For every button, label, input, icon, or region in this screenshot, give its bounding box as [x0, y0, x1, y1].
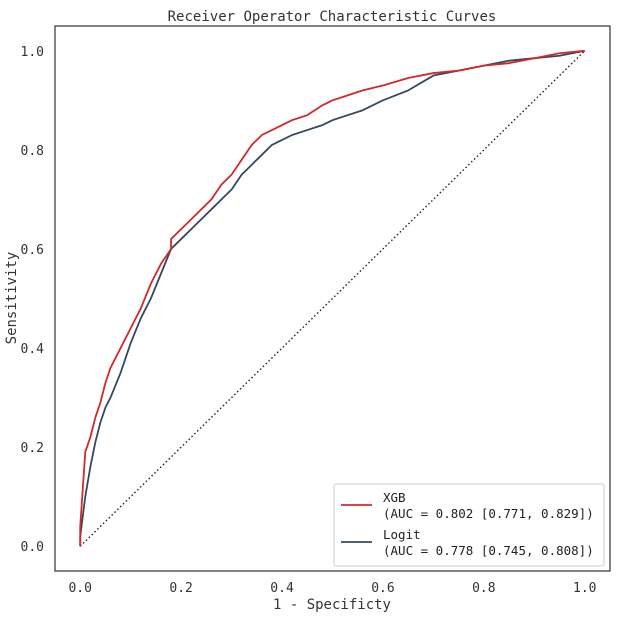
legend: XGB (AUC = 0.802 [0.771, 0.829]) Logit (… — [333, 483, 605, 567]
x-axis-label: 1 - Specificty — [273, 597, 391, 613]
y-tick-label: 0.0 — [21, 540, 44, 555]
y-tick-label: 0.6 — [21, 243, 44, 258]
x-tick-label: 1.0 — [573, 581, 596, 596]
plot-area — [79, 49, 586, 547]
x-axis: 0.0 0.2 0.4 0.6 0.8 1.0 — [68, 581, 596, 596]
x-tick-label: 0.2 — [169, 581, 192, 596]
chart-title: Receiver Operator Characteristic Curves — [168, 9, 497, 25]
chance-diagonal-line — [79, 50, 586, 547]
y-axis-label: Sensitivity — [4, 252, 20, 345]
y-tick-label: 0.2 — [21, 441, 44, 456]
legend-label-xgb: XGB — [383, 490, 406, 505]
legend-box — [333, 483, 605, 567]
x-tick-label: 0.0 — [68, 581, 91, 596]
x-tick-label: 0.4 — [270, 581, 294, 596]
series-line-xgb — [79, 49, 585, 547]
plot-frame — [54, 25, 611, 572]
y-tick-label: 1.0 — [21, 45, 44, 60]
y-axis: 0.0 0.2 0.4 0.6 0.8 1.0 — [21, 45, 45, 555]
series-line-logit — [79, 49, 585, 547]
y-tick-label: 0.4 — [21, 342, 45, 357]
legend-label-logit: Logit — [383, 527, 421, 542]
legend-auc-xgb: (AUC = 0.802 [0.771, 0.829]) — [383, 506, 594, 521]
legend-auc-logit: (AUC = 0.778 [0.745, 0.808]) — [383, 543, 594, 558]
x-tick-label: 0.6 — [371, 581, 394, 596]
x-tick-label: 0.8 — [472, 581, 495, 596]
y-tick-label: 0.8 — [21, 144, 44, 159]
